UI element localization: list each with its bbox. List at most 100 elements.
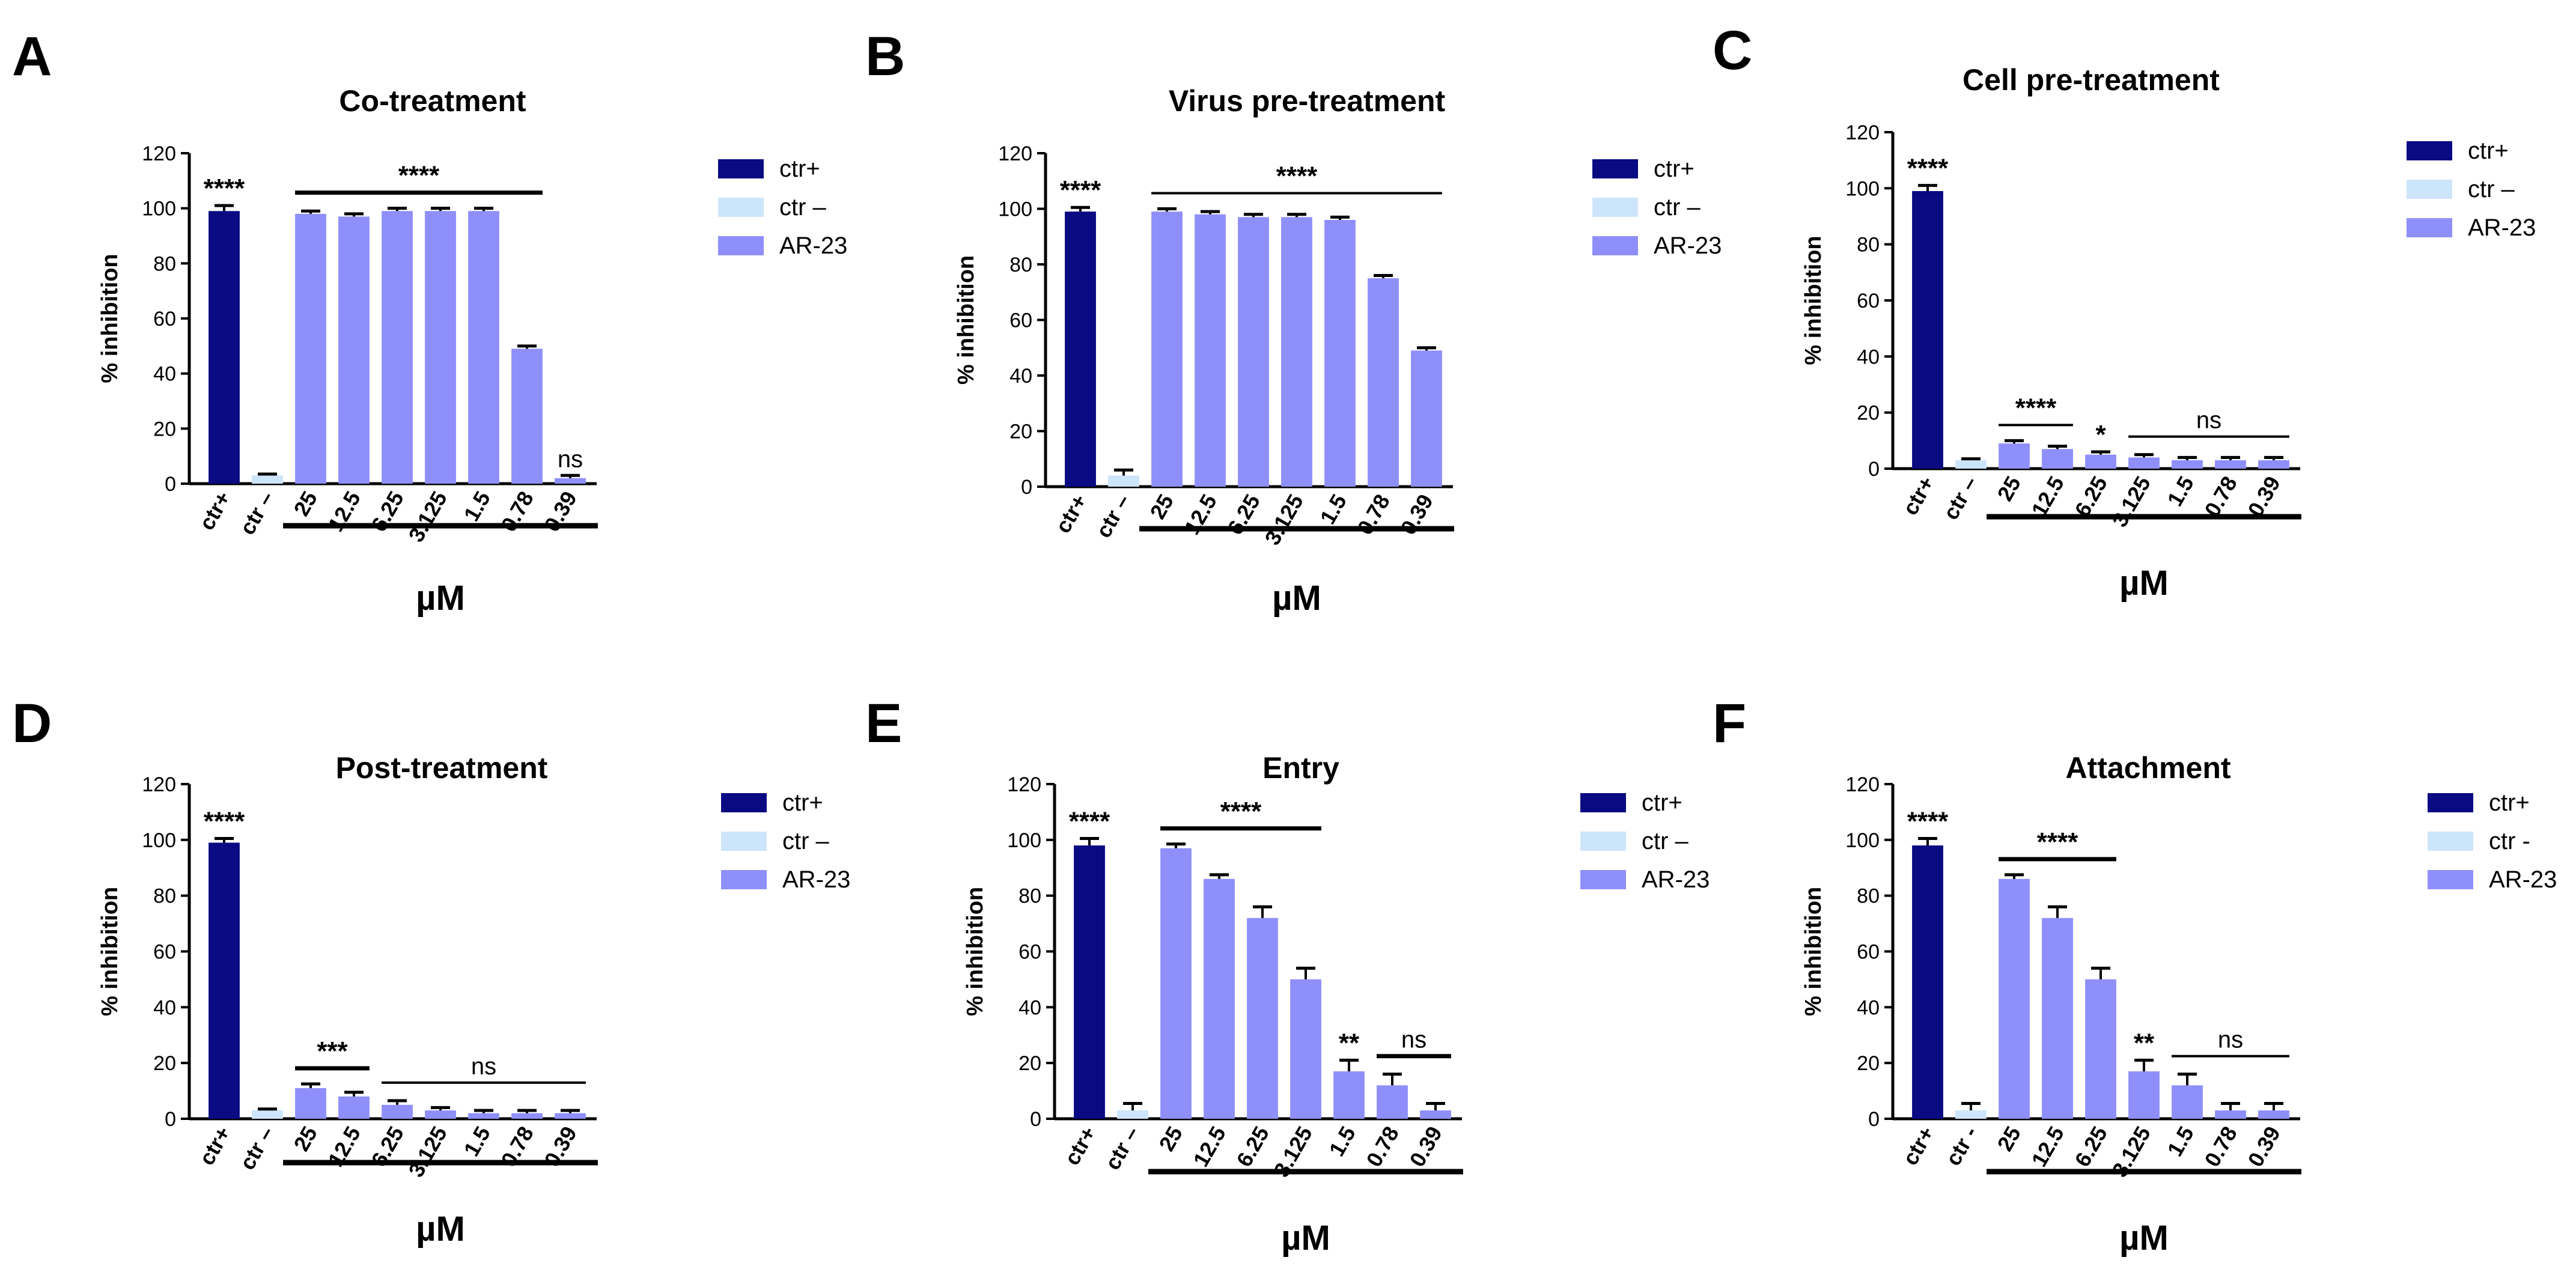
- bar-a-4: [382, 211, 413, 484]
- panel-b: B Virus pre-treatment 0 20 40 60 80 100 120 % inh…: [865, 26, 1722, 618]
- bar-e-7: [1377, 1085, 1408, 1119]
- legend-label-e-1: ctr –: [1642, 828, 1689, 854]
- x-tick-label-f-1: ctr -: [1940, 1122, 1982, 1170]
- bar-b-3: [1195, 214, 1226, 487]
- chart-title-e: Entry: [1262, 751, 1339, 785]
- y-tick-label-a: 40: [153, 363, 176, 386]
- bar-b-7: [1368, 278, 1399, 487]
- y-tick-label-a: 60: [153, 308, 176, 330]
- legend-swatch-b-2: [1592, 236, 1638, 255]
- x-tick-label-c-0: ctr+: [1898, 472, 1939, 520]
- bar-b-0: [1065, 211, 1096, 487]
- legend-label-c-0: ctr+: [2468, 138, 2509, 164]
- bar-c-6: [2172, 460, 2203, 469]
- panel-c: C Cell pre-treatment 0 20 40 60 80 100 120 % inhi…: [1713, 20, 2536, 603]
- x-tick-label-d-6: 1.5: [458, 1122, 495, 1161]
- legend-swatch-e-1: [1580, 832, 1626, 851]
- legend-label-b-0: ctr+: [1654, 156, 1694, 182]
- x-tick-label-d-5: 3.125: [403, 1122, 452, 1182]
- bar-d-4: [382, 1104, 413, 1119]
- significance-label-b-0: ****: [1060, 175, 1101, 205]
- chart-title-a: Co-treatment: [339, 84, 526, 118]
- x-tick-label-f-8: 0.39: [2243, 1122, 2285, 1171]
- x-tick-label-a-1: ctr –: [234, 487, 279, 539]
- x-tick-label-e-3: 12.5: [1188, 1122, 1231, 1171]
- legend-label-f-1: ctr -: [2489, 828, 2530, 854]
- x-tick-label-a-2: 25: [288, 487, 322, 520]
- bar-f-8: [2258, 1110, 2289, 1119]
- x-tick-label-e-7: 0.78: [1361, 1122, 1404, 1171]
- x-tick-label-e-8: 0.39: [1404, 1122, 1447, 1171]
- bar-b-2: [1151, 211, 1183, 487]
- x-axis-unit-label-e: µM: [1281, 1219, 1330, 1258]
- chart-title-d: Post-treatment: [336, 751, 548, 785]
- x-tick-label-c-2: 25: [1992, 472, 2026, 505]
- panel-letter-b: B: [865, 26, 905, 87]
- x-tick-label-b-0: ctr+: [1050, 490, 1092, 538]
- x-tick-label-b-2: 25: [1145, 490, 1178, 523]
- x-tick-label-a-3: 12.5: [323, 487, 365, 536]
- bar-d-5: [425, 1110, 456, 1119]
- y-tick-label-b: 100: [998, 198, 1032, 221]
- y-tick-label-f: 100: [1845, 829, 1880, 852]
- legend-label-d-2: AR-23: [782, 866, 850, 893]
- y-tick-label-e: 20: [1019, 1052, 1041, 1075]
- legend-swatch-f-1: [2428, 832, 2473, 851]
- legend-label-c-2: AR-23: [2468, 215, 2536, 241]
- bar-f-1: [1955, 1110, 1987, 1119]
- significance-label-c-0: ****: [1907, 154, 1949, 183]
- legend-label-a-1: ctr –: [779, 194, 827, 221]
- significance-label-c-1: *: [2095, 420, 2106, 449]
- significance-line-label-a-0: ****: [398, 161, 440, 190]
- chart-title-b: Virus pre-treatment: [1169, 84, 1446, 118]
- bar-c-2: [1999, 443, 2030, 469]
- x-tick-label-c-6: 1.5: [2162, 472, 2199, 511]
- legend-label-f-2: AR-23: [2489, 866, 2557, 893]
- y-tick-label-b: 80: [1009, 254, 1032, 276]
- x-tick-label-b-4: 6.25: [1222, 490, 1265, 539]
- y-tick-label-c: 80: [1857, 234, 1880, 257]
- legend-swatch-d-1: [721, 832, 767, 851]
- y-tick-label-b: 40: [1009, 365, 1032, 388]
- legend-swatch-a-0: [718, 159, 764, 178]
- x-tick-label-c-5: 3.125: [2107, 472, 2155, 532]
- bar-c-8: [2258, 460, 2289, 469]
- y-tick-label-b: 0: [1021, 476, 1032, 499]
- x-tick-label-a-5: 3.125: [403, 487, 452, 547]
- legend-label-b-2: AR-23: [1654, 233, 1722, 259]
- y-axis-label-a: % inhibition: [97, 254, 123, 383]
- bar-b-5: [1281, 217, 1312, 487]
- y-tick-label-f: 60: [1857, 941, 1880, 964]
- legend-swatch-d-2: [721, 870, 767, 889]
- panel-letter-c: C: [1713, 20, 1752, 81]
- panel-d: D Post-treatment 0 20 40 60 80 100 120 % inhibiti…: [12, 693, 850, 1249]
- x-tick-label-e-0: ctr+: [1059, 1122, 1101, 1170]
- y-tick-label-b: 60: [1009, 309, 1032, 332]
- y-tick-label-d: 120: [142, 773, 176, 796]
- bar-b-6: [1324, 220, 1356, 487]
- bar-d-1: [252, 1110, 283, 1119]
- significance-line-label-d-0: ***: [317, 1036, 348, 1066]
- y-tick-label-c: 20: [1857, 402, 1880, 425]
- y-axis-label-e: % inhibition: [963, 887, 988, 1016]
- legend-label-d-0: ctr+: [782, 790, 823, 816]
- bar-a-6: [468, 211, 499, 484]
- x-tick-label-b-8: 0.39: [1395, 490, 1438, 539]
- bar-e-4: [1247, 917, 1278, 1119]
- x-axis-unit-label-f: µM: [2119, 1219, 2169, 1258]
- bar-f-5: [2128, 1071, 2160, 1119]
- x-tick-label-c-1: ctr –: [1938, 472, 1982, 524]
- bar-d-2: [295, 1088, 326, 1119]
- x-tick-label-f-7: 0.78: [2199, 1122, 2242, 1171]
- y-tick-label-d: 0: [165, 1108, 176, 1131]
- bar-a-0: [209, 211, 240, 484]
- bar-e-6: [1333, 1071, 1365, 1119]
- legend-swatch-e-0: [1580, 793, 1626, 812]
- y-tick-label-d: 100: [142, 829, 176, 852]
- bar-e-8: [1420, 1110, 1451, 1119]
- legend-label-a-2: AR-23: [779, 233, 847, 259]
- legend-swatch-c-2: [2407, 218, 2452, 237]
- y-tick-label-a: 100: [142, 198, 176, 221]
- legend-swatch-a-2: [718, 236, 764, 255]
- y-tick-label-c: 100: [1845, 177, 1880, 200]
